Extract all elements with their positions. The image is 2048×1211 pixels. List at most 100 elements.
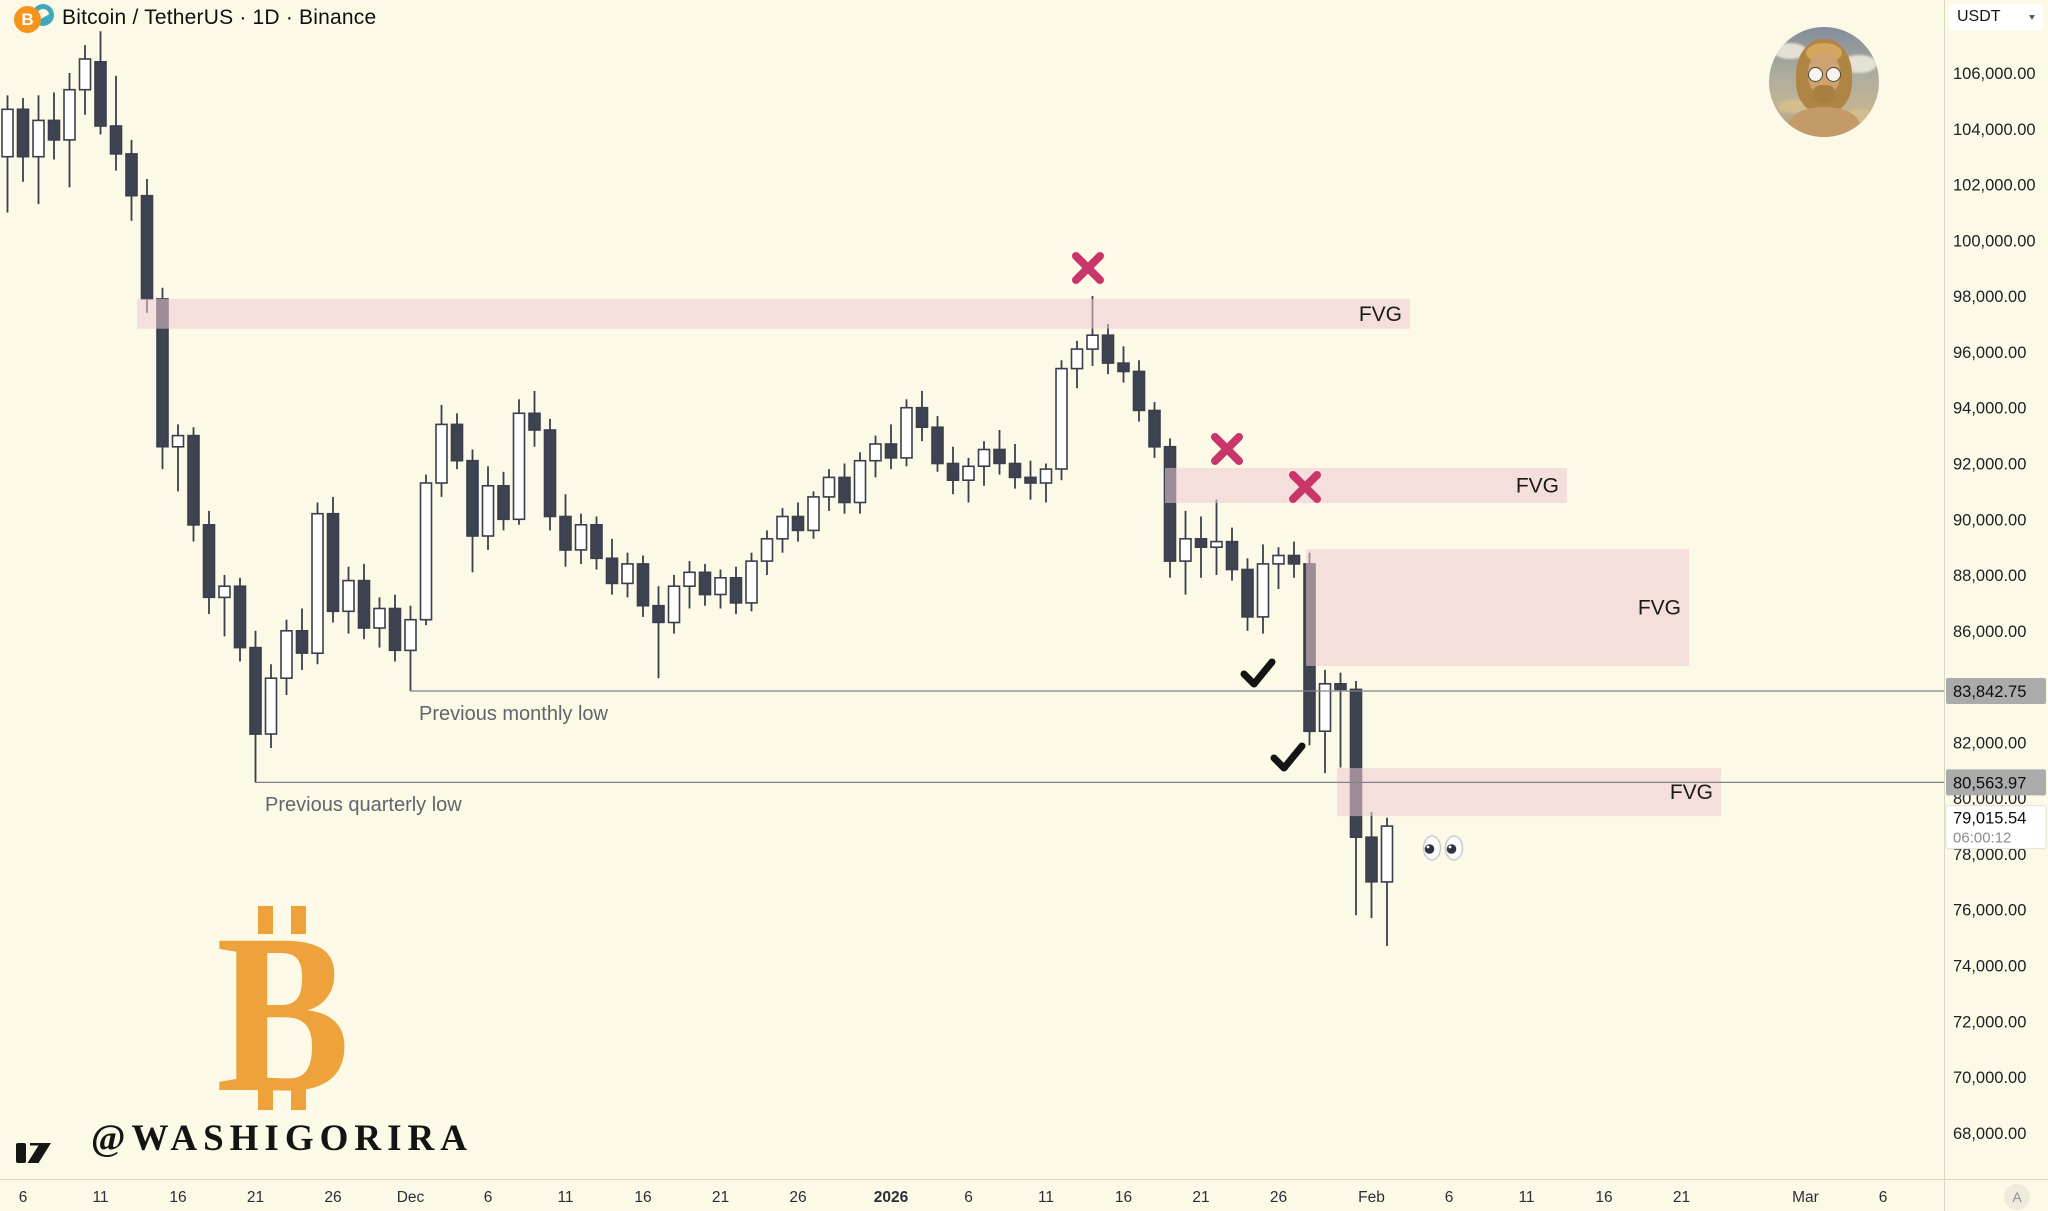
candle-body[interactable] <box>419 482 433 621</box>
candle-body[interactable] <box>1101 334 1115 364</box>
candle-body[interactable] <box>714 576 727 596</box>
candle-body[interactable] <box>869 443 882 462</box>
fvg-zone[interactable] <box>1337 768 1721 817</box>
candle-body[interactable] <box>187 434 200 526</box>
candle-body[interactable] <box>1179 537 1192 562</box>
candle-body[interactable] <box>1055 367 1068 470</box>
candle-body[interactable] <box>605 557 619 585</box>
candle-body[interactable] <box>915 406 929 429</box>
auto-scale-button[interactable]: A <box>2004 1184 2030 1210</box>
candle-body[interactable] <box>745 560 758 604</box>
candle-body[interactable] <box>1318 682 1332 732</box>
candle-body[interactable] <box>853 459 867 504</box>
candle-body[interactable] <box>838 476 851 504</box>
candle-body[interactable] <box>1008 462 1022 479</box>
candle-body[interactable] <box>791 515 805 532</box>
candle-body[interactable] <box>1194 537 1208 548</box>
candle-body[interactable] <box>977 448 991 468</box>
eyes-emoji-icon[interactable] <box>1422 835 1442 861</box>
candle-body[interactable] <box>652 604 665 624</box>
candle-body[interactable] <box>326 512 340 613</box>
candle-body[interactable] <box>1256 563 1270 618</box>
candle-body[interactable] <box>357 579 371 629</box>
candle-body[interactable] <box>543 429 557 518</box>
candle-body[interactable] <box>373 607 386 629</box>
candle-body[interactable] <box>450 423 464 462</box>
candle-body[interactable] <box>218 585 231 599</box>
candle-body[interactable] <box>78 58 92 91</box>
candle-body[interactable] <box>481 484 495 537</box>
candle-body[interactable] <box>233 585 247 649</box>
candle-body[interactable] <box>1086 334 1099 350</box>
candle-body[interactable] <box>109 125 123 155</box>
candle-body[interactable] <box>47 119 61 141</box>
candle-body[interactable] <box>94 60 107 127</box>
candle-body[interactable] <box>1334 682 1347 691</box>
candle-body[interactable] <box>342 579 355 613</box>
candle-body[interactable] <box>1117 362 1130 373</box>
candle-body[interactable] <box>590 523 603 560</box>
candle-body[interactable] <box>1024 476 1037 484</box>
candle-body[interactable] <box>1380 825 1394 883</box>
candle-body[interactable] <box>1148 409 1161 448</box>
candle-body[interactable] <box>900 406 913 459</box>
candle-body[interactable] <box>388 607 402 652</box>
candle-body[interactable] <box>574 523 588 551</box>
candle-body[interactable] <box>1349 688 1363 839</box>
candle-body[interactable] <box>1365 836 1378 883</box>
candle-body[interactable] <box>125 153 138 197</box>
rejection-x-icon[interactable] <box>1211 433 1243 465</box>
candle-body[interactable] <box>1 108 14 158</box>
rejection-x-icon[interactable] <box>1289 471 1321 503</box>
candle-body[interactable] <box>497 484 510 521</box>
candle-body[interactable] <box>807 496 820 532</box>
candle-body[interactable] <box>698 571 712 596</box>
candle-body[interactable] <box>1241 568 1254 618</box>
candle-body[interactable] <box>931 426 944 465</box>
candle-body[interactable] <box>822 476 836 498</box>
rejection-x-icon[interactable] <box>1072 252 1104 284</box>
checkmark-icon[interactable] <box>1240 658 1276 688</box>
candle-body[interactable] <box>295 629 309 654</box>
candle-body[interactable] <box>1070 348 1084 370</box>
candle-body[interactable] <box>311 512 324 655</box>
candle-body[interactable] <box>280 629 293 679</box>
candle-body[interactable] <box>946 462 960 482</box>
fvg-zone[interactable] <box>137 298 1410 329</box>
candle-body[interactable] <box>63 88 76 141</box>
checkmark-icon[interactable] <box>1270 742 1306 772</box>
candle-body[interactable] <box>776 515 789 540</box>
candle-body[interactable] <box>171 434 185 448</box>
candle-body[interactable] <box>435 423 448 484</box>
candle-body[interactable] <box>636 563 650 607</box>
candle-body[interactable] <box>249 646 262 735</box>
candle-body[interactable] <box>512 412 526 521</box>
candle-body[interactable] <box>140 194 154 300</box>
candle-body[interactable] <box>621 563 634 585</box>
candle-body[interactable] <box>559 515 572 551</box>
candle-body[interactable] <box>1287 554 1301 565</box>
candle-body[interactable] <box>32 119 45 158</box>
candle-body[interactable] <box>884 443 898 459</box>
candle-body[interactable] <box>1272 554 1285 565</box>
currency-selector[interactable]: USDT ▾ <box>1949 4 2043 30</box>
candle-body[interactable] <box>1225 540 1239 571</box>
candle-body[interactable] <box>1132 370 1146 412</box>
eyes-emoji-icon[interactable] <box>1444 835 1464 861</box>
candle-body[interactable] <box>993 448 1006 465</box>
candle-body[interactable] <box>404 618 417 652</box>
symbol-header[interactable]: B Bitcoin / TetherUS · 1D · Binance <box>10 3 376 33</box>
candle-body[interactable] <box>466 459 479 537</box>
candle-body[interactable] <box>760 537 774 562</box>
candle-body[interactable] <box>202 523 216 599</box>
candle-body[interactable] <box>1163 445 1177 562</box>
fvg-zone[interactable] <box>1165 467 1567 503</box>
candle-body[interactable] <box>667 585 681 624</box>
candle-body[interactable] <box>1039 468 1053 484</box>
candle-body[interactable] <box>528 412 541 431</box>
candle-body[interactable] <box>1210 540 1223 548</box>
fvg-zone[interactable] <box>1306 549 1689 666</box>
candle-body[interactable] <box>962 465 975 481</box>
candle-body[interactable] <box>683 571 696 587</box>
